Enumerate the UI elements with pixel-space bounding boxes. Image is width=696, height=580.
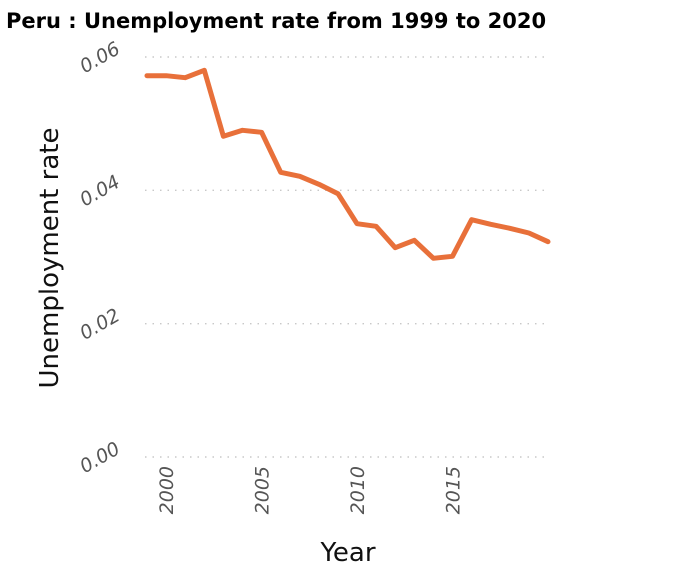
y-axis-label: Unemployment rate [35, 128, 65, 389]
y-axis-ticks: 0.00 0.02 0.04 0.06 [76, 38, 124, 478]
series-lines [144, 67, 551, 261]
y-tick-label: 0.00 [76, 438, 124, 478]
x-tick-label: 2010 [347, 466, 369, 514]
series-line [144, 67, 551, 261]
gridlines [145, 56, 548, 458]
chart-title: Peru : Unemployment rate from 1999 to 20… [6, 9, 547, 33]
x-axis-label: Year [319, 538, 375, 568]
x-tick-label: 2000 [156, 466, 178, 514]
x-tick-label: 2005 [252, 466, 274, 514]
x-tick-label: 2015 [443, 466, 465, 514]
x-axis-ticks: 2000 2005 2010 2015 [156, 466, 464, 514]
y-tick-label: 0.02 [76, 304, 124, 344]
y-tick-label: 0.04 [76, 171, 124, 211]
y-tick-label: 0.06 [76, 38, 124, 78]
